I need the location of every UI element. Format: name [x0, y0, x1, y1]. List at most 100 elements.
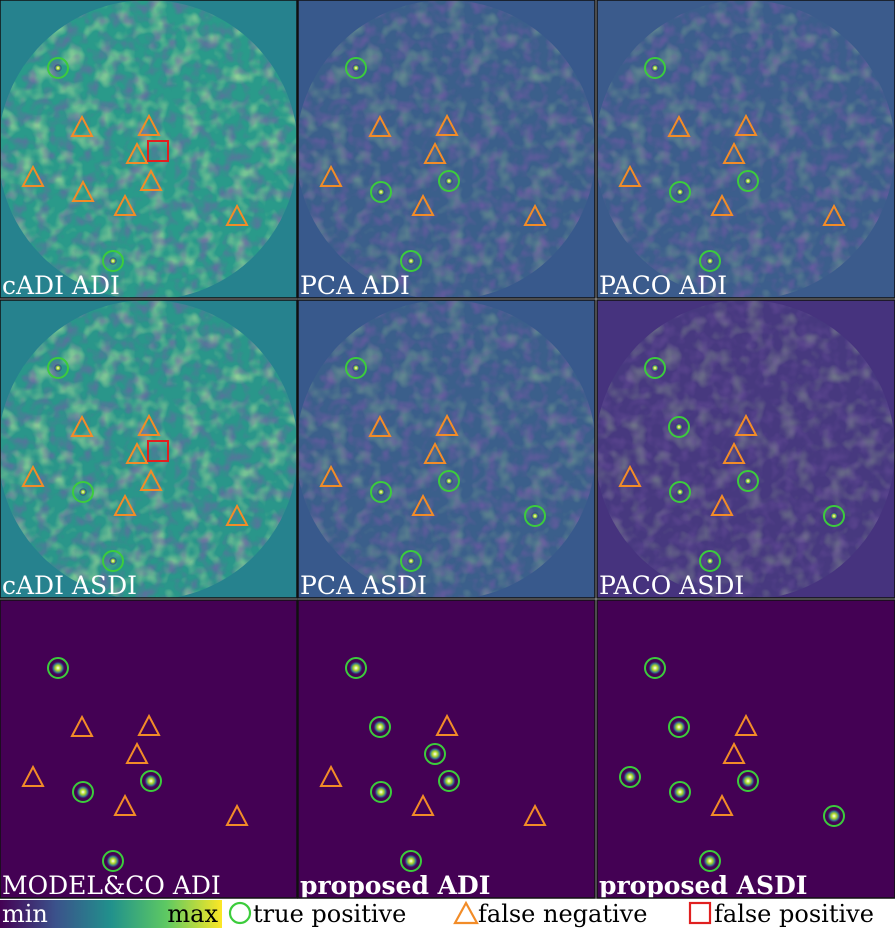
true-positive-marker — [345, 657, 367, 679]
panel-image: MODEL&CO ADI — [0, 600, 297, 900]
true-positive-marker — [644, 57, 666, 79]
true-positive-marker — [400, 250, 422, 272]
true-positive-marker — [438, 170, 460, 192]
false-negative-marker — [125, 441, 149, 464]
panel: cADI ADI — [0, 0, 298, 300]
false-negative-marker — [411, 793, 435, 816]
true-positive-marker — [438, 770, 460, 792]
false-negative-marker — [710, 493, 734, 516]
panel-border — [0, 299, 298, 599]
panel-label: MODEL&CO ADI — [2, 871, 221, 900]
false-negative-marker — [225, 503, 249, 526]
source-blob — [744, 477, 752, 485]
source-blob — [741, 774, 755, 788]
false-negative-marker — [618, 464, 642, 487]
source-blob — [79, 488, 87, 496]
false-negative-marker — [523, 203, 547, 226]
panel-label: cADI ASDI — [2, 571, 137, 600]
panel-border — [596, 599, 895, 899]
false-negative-marker — [71, 179, 95, 202]
true-positive-marker — [345, 57, 367, 79]
source-blob — [51, 661, 65, 675]
false-negative-marker — [722, 141, 746, 164]
false-negative-marker — [113, 193, 137, 216]
colorbar-min: min — [2, 900, 48, 928]
disk — [597, 300, 895, 598]
panel-label: proposed ADI — [300, 871, 490, 900]
true-positive-marker — [737, 770, 759, 792]
false-negative-marker — [710, 193, 734, 216]
false-negative-marker — [734, 713, 758, 736]
true-positive-marker — [370, 481, 392, 503]
true-positive-marker — [370, 781, 392, 803]
true-positive-marker — [72, 781, 94, 803]
true-positive-marker — [524, 505, 546, 527]
panel-label: PCA ASDI — [300, 571, 427, 600]
false-positive-icon — [688, 901, 712, 925]
panel: proposed ASDI — [596, 599, 895, 899]
speckle-dark — [597, 0, 895, 298]
source-blob — [673, 785, 687, 799]
false-negative-marker — [21, 464, 45, 487]
legend-label: true positive — [253, 900, 406, 928]
true-positive-marker — [737, 170, 759, 192]
false-negative-marker — [319, 164, 343, 187]
false-negative-marker — [113, 793, 137, 816]
true-positive-marker — [737, 470, 759, 492]
false-negative-marker — [722, 741, 746, 764]
speckle-dark — [597, 300, 895, 598]
false-negative-marker — [667, 114, 691, 137]
source-blob — [706, 557, 714, 565]
panel-image: PACO ASDI — [597, 300, 895, 600]
source-blob — [827, 809, 841, 823]
panel: PACO ADI — [596, 0, 895, 300]
colorbar-max: max — [167, 900, 218, 928]
panel-border — [0, 599, 298, 899]
true-positive-marker — [102, 550, 124, 572]
source-blob — [744, 177, 752, 185]
source-blob — [531, 512, 539, 520]
true-positive-marker — [699, 850, 721, 872]
panel-border — [297, 0, 596, 299]
source-blob — [703, 854, 717, 868]
legend-label: false negative — [478, 900, 647, 928]
panel-grid: cADI ADI PCA ADI PACO ADI cADI ASDI PCA ASDI… — [0, 0, 895, 900]
panel-image: cADI ADI — [0, 0, 297, 300]
true-positive-marker — [619, 766, 641, 788]
source-blob — [830, 512, 838, 520]
legend-label: false positive — [714, 900, 874, 928]
source-blob — [76, 785, 90, 799]
true-positive-marker — [644, 357, 666, 379]
source-blob — [623, 770, 637, 784]
true-positive-marker — [668, 716, 690, 738]
false-negative-marker — [137, 113, 161, 136]
panel-border — [297, 599, 596, 899]
source-blob — [377, 488, 385, 496]
panel-label: PACO ASDI — [599, 571, 744, 600]
false-negative-marker — [225, 203, 249, 226]
source-blob — [676, 188, 684, 196]
panel-label: PCA ADI — [300, 271, 410, 300]
true-positive-marker — [370, 181, 392, 203]
disk — [298, 0, 595, 298]
true-positive-icon — [228, 901, 252, 925]
false-negative-marker — [70, 414, 94, 437]
false-negative-marker — [734, 413, 758, 436]
true-positive-marker — [668, 416, 690, 438]
false-negative-marker — [618, 164, 642, 187]
source-blob — [675, 423, 683, 431]
source-blob — [651, 364, 659, 372]
false-negative-marker — [435, 713, 459, 736]
panel-image: proposed ADI — [298, 600, 595, 900]
source-blob — [404, 854, 418, 868]
panel-label: cADI ADI — [2, 271, 120, 300]
panel-label: PACO ADI — [599, 271, 727, 300]
panel: cADI ASDI — [0, 299, 298, 600]
panel: proposed ADI — [297, 599, 596, 900]
panel: MODEL&CO ADI — [0, 599, 298, 900]
source-blob — [352, 64, 360, 72]
source-blob — [106, 854, 120, 868]
false-negative-marker — [70, 714, 94, 737]
false-negative-marker — [423, 441, 447, 464]
